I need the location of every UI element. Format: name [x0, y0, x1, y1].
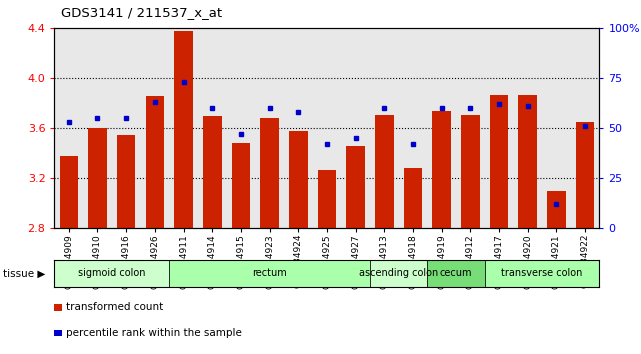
- Bar: [60, 156, 78, 228]
- Text: cecum: cecum: [440, 268, 472, 279]
- Bar: [404, 169, 422, 228]
- Bar: [231, 143, 250, 228]
- Text: sigmoid colon: sigmoid colon: [78, 268, 146, 279]
- Bar: [289, 131, 308, 228]
- Bar: [432, 111, 451, 228]
- Bar: [375, 115, 394, 228]
- Bar: [547, 191, 565, 228]
- Bar: [317, 170, 337, 228]
- Bar: [490, 95, 508, 228]
- Bar: [169, 260, 370, 287]
- Bar: [54, 260, 169, 287]
- Text: transverse colon: transverse colon: [501, 268, 583, 279]
- Bar: [146, 96, 164, 228]
- Text: transformed count: transformed count: [67, 302, 163, 312]
- Bar: [54, 330, 62, 336]
- Bar: [519, 95, 537, 228]
- Text: tissue ▶: tissue ▶: [3, 268, 46, 279]
- Bar: [88, 129, 107, 228]
- Bar: [485, 260, 599, 287]
- Bar: [346, 146, 365, 228]
- Bar: [576, 122, 594, 228]
- Bar: [428, 260, 485, 287]
- Text: GDS3141 / 211537_x_at: GDS3141 / 211537_x_at: [61, 6, 222, 19]
- Bar: [174, 31, 193, 228]
- Bar: [370, 260, 428, 287]
- Text: ascending colon: ascending colon: [359, 268, 438, 279]
- Bar: [117, 135, 135, 228]
- Bar: [203, 116, 222, 228]
- Bar: [461, 115, 479, 228]
- Bar: [260, 118, 279, 228]
- Bar: [54, 304, 62, 310]
- Text: rectum: rectum: [252, 268, 287, 279]
- Text: percentile rank within the sample: percentile rank within the sample: [67, 327, 242, 338]
